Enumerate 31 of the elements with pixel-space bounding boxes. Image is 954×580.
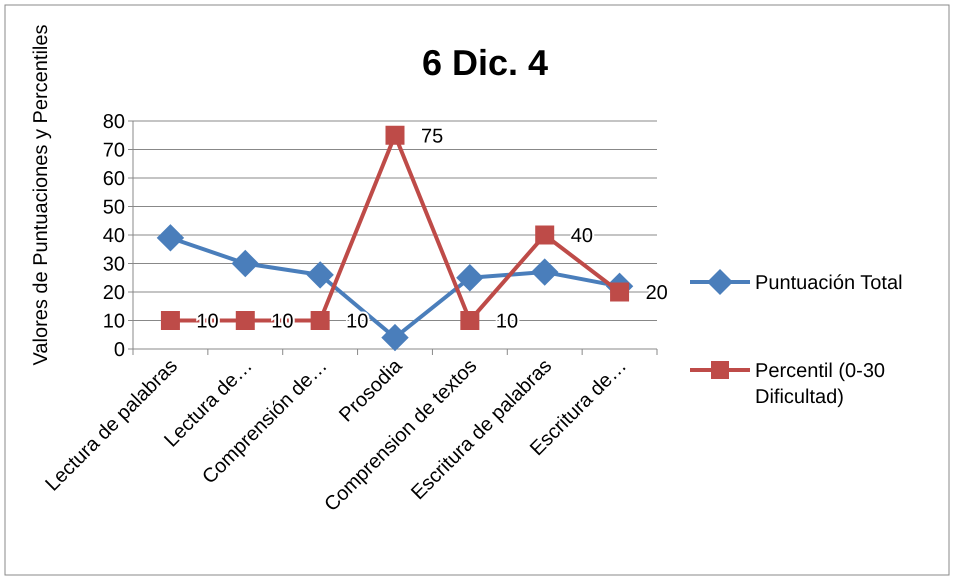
- point: [160, 311, 180, 330]
- y-tick-label: 70: [102, 140, 125, 162]
- data-label: 10: [346, 310, 368, 332]
- point: [232, 250, 259, 277]
- chart-title: 6 Dic. 4: [422, 42, 548, 83]
- y-tick-label: 0: [114, 339, 125, 361]
- y-tick-label: 60: [102, 168, 125, 190]
- legend-label: Percentil (0-30 Dificultad): [755, 360, 886, 408]
- data-label: 10: [496, 310, 518, 332]
- y-tick-label: 30: [102, 254, 125, 276]
- y-tick-label: 50: [102, 196, 125, 218]
- point: [456, 264, 484, 292]
- y-tick-label: 80: [102, 111, 125, 133]
- y-tick-label: 20: [102, 282, 125, 304]
- point: [386, 126, 404, 145]
- y-tick-label: 10: [102, 310, 125, 332]
- point: [531, 258, 558, 286]
- point: [382, 324, 408, 352]
- legend-label: Puntuación Total: [755, 272, 903, 294]
- y-axis-title: Valores de Puntuaciones y Percentiles: [30, 24, 52, 366]
- data-label: 75: [421, 125, 444, 148]
- point: [610, 282, 630, 302]
- point: [310, 311, 330, 330]
- data-label: 20: [646, 282, 668, 304]
- point: [460, 311, 480, 330]
- y-tick-label: 40: [102, 225, 125, 247]
- point: [236, 311, 255, 330]
- point: [535, 226, 554, 244]
- point: [156, 224, 184, 252]
- data-label: 40: [570, 225, 593, 247]
- point: [306, 261, 334, 288]
